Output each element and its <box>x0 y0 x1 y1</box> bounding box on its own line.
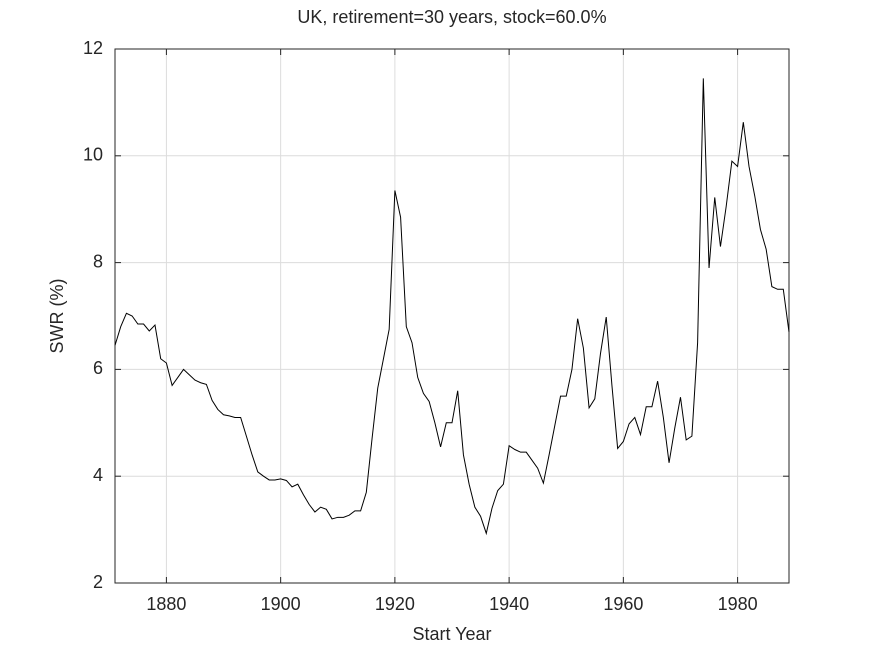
x-tick-label: 1880 <box>146 594 186 614</box>
y-tick-label: 2 <box>93 572 103 592</box>
y-tick-label: 10 <box>83 145 103 165</box>
x-axis-label: Start Year <box>412 624 491 644</box>
y-tick-label: 12 <box>83 38 103 58</box>
data-line <box>114 78 790 536</box>
x-tick-label: 1900 <box>261 594 301 614</box>
x-tick-label: 1980 <box>718 594 758 614</box>
y-tick-label: 8 <box>93 251 103 271</box>
y-tick-label: 6 <box>93 358 103 378</box>
x-tick-label: 1960 <box>603 594 643 614</box>
chart-title: UK, retirement=30 years, stock=60.0% <box>297 7 606 27</box>
y-tick-label: 4 <box>93 465 103 485</box>
plot-frame <box>114 48 790 584</box>
x-tick-label: 1920 <box>375 594 415 614</box>
y-axis-label: SWR (%) <box>47 279 67 354</box>
x-tick-label: 1940 <box>489 594 529 614</box>
